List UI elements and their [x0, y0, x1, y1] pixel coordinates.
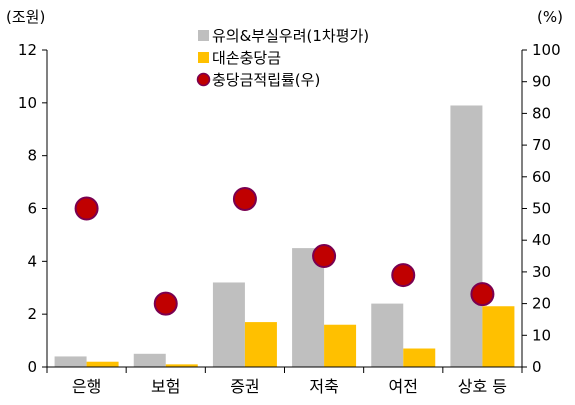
right-tick-label-9: 90: [532, 73, 551, 91]
point-series-2-0: [74, 196, 99, 221]
left-tick-label-3: 6: [27, 200, 37, 218]
bar-series-0-2: [212, 282, 245, 367]
x-tick-label-3: 저축: [309, 377, 338, 396]
bar-series-1-1: [165, 364, 198, 367]
bar-series-0-0: [54, 356, 87, 367]
legend-label-series-0: 유의&부실우려(1차평가): [212, 27, 369, 45]
right-tick-label-8: 80: [532, 104, 551, 122]
point-series-2-3: [312, 244, 337, 269]
right-tick-label-6: 60: [532, 168, 551, 186]
right-tick-label-1: 10: [532, 326, 551, 344]
x-tick-label-1: 보험: [151, 377, 180, 396]
point-series-2-4: [391, 263, 416, 288]
bar-series-0-1: [133, 353, 166, 367]
left-tick-label-1: 2: [27, 305, 37, 323]
legend: 유의&부실우려(1차평가) 대손충당금 충당금적립률(우): [196, 27, 369, 89]
left-tick-label-5: 10: [18, 94, 37, 112]
legend-label-series-1: 대손충당금: [212, 49, 281, 67]
bar-series-1-2: [244, 322, 277, 367]
point-series-2-2: [232, 186, 257, 211]
right-tick-label-10: 100: [532, 41, 561, 59]
bar-series-0-4: [371, 303, 404, 367]
left-tick-label-4: 8: [27, 147, 37, 165]
bar-series-0-5: [450, 105, 483, 367]
bar-series-1-5: [482, 306, 515, 367]
x-tick-label-5: 상호 등: [458, 377, 507, 396]
point-series-2-1: [153, 291, 178, 316]
right-axis-unit: (%): [537, 8, 563, 26]
legend-marker-series-2: [196, 72, 211, 87]
left-tick-label-6: 12: [18, 41, 37, 59]
left-axis-unit: (조원): [6, 8, 45, 26]
legend-swatch-series-0: [198, 30, 209, 41]
bar-series-1-0: [86, 361, 119, 367]
left-tick-label-2: 4: [27, 252, 37, 270]
right-tick-label-5: 50: [532, 200, 551, 218]
left-tick-label-0: 0: [27, 358, 37, 376]
x-tick-label-4: 여전: [389, 377, 418, 396]
point-series-2-5: [470, 282, 495, 307]
right-tick-label-2: 20: [532, 295, 551, 313]
right-tick-label-7: 70: [532, 136, 551, 154]
bar-series-1-3: [324, 324, 357, 367]
plot-area: 0 2 4 6 8 10 12 0 10 20 30 40 50 60 70 80 90 100 은행 보험 증권 저축 여…: [18, 41, 561, 396]
x-tick-label-2: 증권: [230, 377, 259, 396]
bar-series-1-4: [403, 348, 436, 367]
legend-label-series-2: 충당금적립률(우): [212, 71, 320, 89]
x-tick-label-0: 은행: [72, 377, 101, 396]
right-tick-label-0: 0: [532, 358, 542, 376]
right-tick-label-3: 30: [532, 263, 551, 281]
bar-series-0-3: [292, 248, 325, 367]
legend-swatch-series-1: [198, 52, 209, 63]
right-tick-label-4: 40: [532, 231, 551, 249]
